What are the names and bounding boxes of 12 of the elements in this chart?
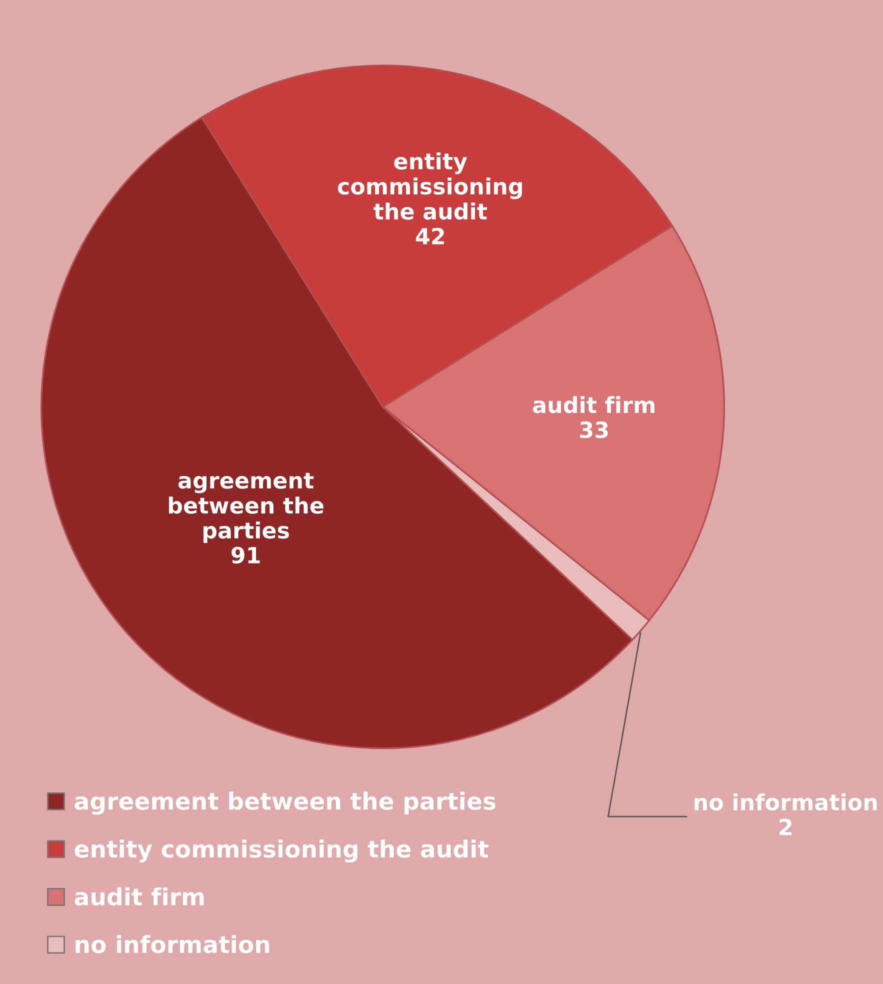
legend-label: entity commissioning the audit: [74, 840, 488, 863]
data-label: 2: [780, 818, 792, 836]
data-label: 91: [231, 546, 260, 564]
data-label: 33: [580, 421, 608, 438]
data-label: 42: [416, 228, 444, 244]
slice-label: audit firm: [532, 396, 654, 414]
slice-label: no information: [694, 793, 877, 811]
legend-label: audit firm: [74, 887, 204, 906]
legend-label: agreement between the parties: [74, 792, 496, 815]
slice-label: entity commissioning the audit: [338, 152, 522, 220]
legend-label: no information: [76, 934, 270, 954]
slice-label: agreement between the parties: [168, 472, 324, 543]
